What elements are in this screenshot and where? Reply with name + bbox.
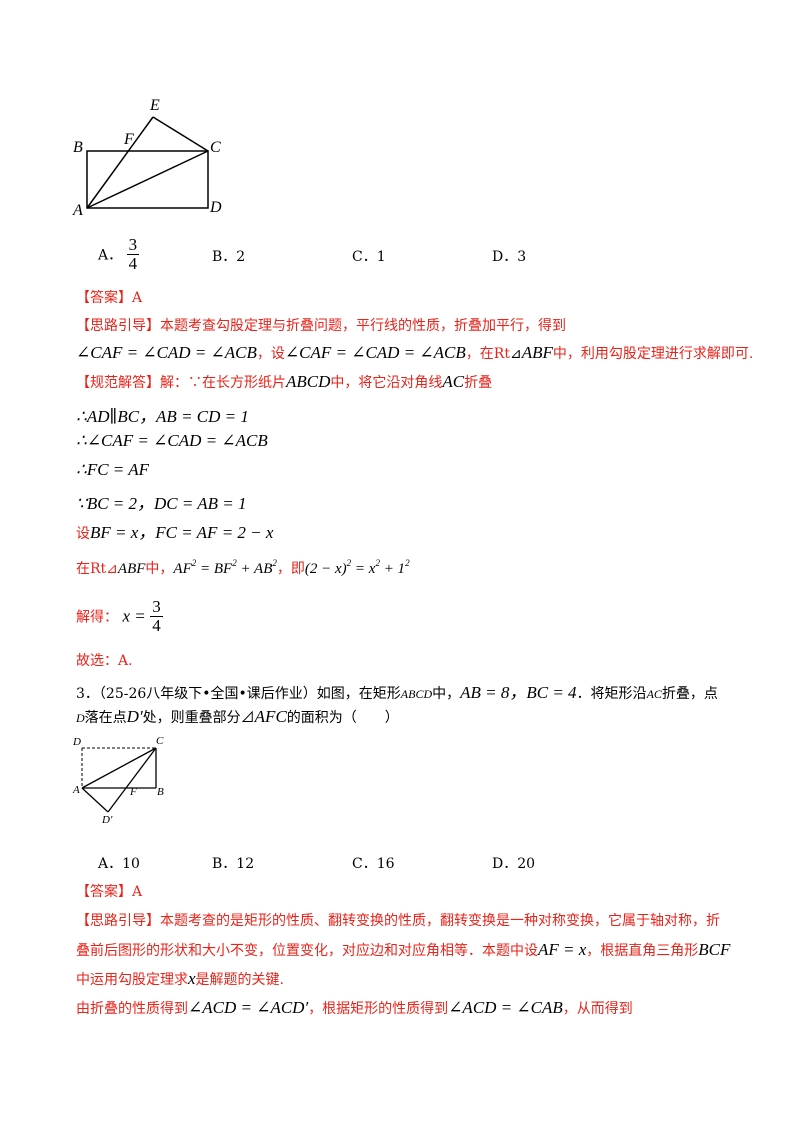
q2-choose: 故选：A. [76, 653, 133, 669]
q3-hint-line1: 【思路引导】本题考查的是矩形的性质、翻转变换的性质，翻转变换是一种对称变换，它属… [76, 913, 720, 929]
fraction-3-4-solve: 3 4 [150, 597, 163, 635]
q3-question-line1: 3．（25-26八年级下•全国•课后作业）如图，在矩形ABCD中，AB = 8，… [76, 683, 718, 702]
q3-answer: 【答案】A [76, 884, 143, 900]
segment-ae [86, 116, 154, 209]
label-a-fig2: A [73, 784, 80, 796]
q2-option-a: A． 3 4 [98, 235, 140, 273]
label-c: C [210, 139, 221, 156]
q2-step-5: 设BF = x，FC = AF = 2 − x [76, 523, 274, 542]
q3-hint-line2: 叠前后图形的形状和大小不变，位置变化，对应边和对应角相等．本题中设AF = x，… [76, 940, 731, 959]
label-f-fig2: F [130, 786, 137, 798]
fraction-3-4: 3 4 [126, 235, 140, 273]
q2-hint-line2: ∠CAF = ∠CAD = ∠ACB，设∠CAF = ∠CAD = ∠ACB，在… [76, 343, 754, 362]
q2-hint-line1: 【思路引导】本题考查勾股定理与折叠问题，平行线的性质，折叠加平行，得到 [76, 318, 566, 334]
label-a: A [73, 202, 83, 219]
q2-option-d: D．3 [492, 249, 527, 265]
q2-step-4: ∵BC = 2，DC = AB = 1 [76, 494, 247, 513]
q2-step-2: ∴∠CAF = ∠CAD = ∠ACB [76, 431, 268, 450]
q2-answer: 【答案】A [76, 290, 143, 306]
q2-solution-intro: 【规范解答】解：∵在长方形纸片ABCD中，将它沿对角线AC折叠 [76, 372, 493, 391]
label-d-prime: D' [102, 814, 113, 826]
diagonal-ac [81, 747, 157, 789]
q3-option-b: B．12 [212, 856, 255, 872]
segment-cd-prime [107, 747, 157, 813]
q2-option-b: B．2 [212, 249, 246, 265]
diagonal-ac [86, 150, 209, 209]
label-b: B [73, 139, 83, 156]
q3-option-c: C．16 [352, 856, 395, 872]
q3-hint-line3: 中运用勾股定理求x是解题的关键. [76, 969, 284, 988]
label-c-fig2: C [156, 735, 164, 747]
q2-step-6: 在Rt⊿ABF中，AF2 = BF2 + AB2，即(2 − x)2 = x2 … [76, 558, 410, 578]
label-d: D [210, 199, 222, 216]
q3-question-line2: D落在点D′处，则重叠部分⊿AFC的面积为（ ） [76, 707, 399, 726]
segment-ad-prime [81, 787, 109, 813]
q2-option-c: C．1 [352, 249, 386, 265]
label-f: F [124, 131, 134, 148]
q2-step-3: ∴FC = AF [76, 460, 149, 479]
label-b-fig2: B [157, 786, 164, 798]
q2-solve: 解得： x = 3 4 [76, 597, 163, 635]
q3-hint-line4: 由折叠的性质得到∠ACD = ∠ACD′，根据矩形的性质得到∠ACD = ∠CA… [76, 998, 633, 1017]
q3-option-d: D．20 [492, 856, 536, 872]
segment-ec [152, 116, 209, 152]
label-d-fig2: D [73, 736, 81, 748]
q3-option-a: A．10 [98, 856, 140, 872]
rectangle-abcd [86, 150, 209, 209]
label-e: E [150, 97, 160, 114]
q2-step-1: ∴AD∥BC，AB = CD = 1 [76, 407, 249, 426]
